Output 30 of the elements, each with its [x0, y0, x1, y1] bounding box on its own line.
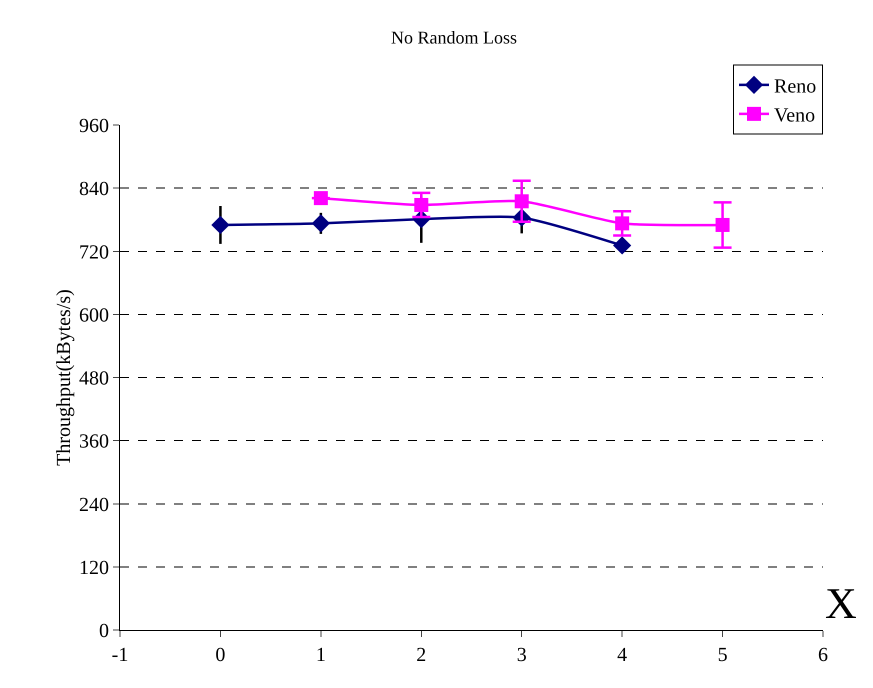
y-tick-label: 960 — [79, 115, 109, 137]
point — [211, 216, 230, 234]
y-tick-label: 720 — [79, 241, 109, 264]
y-tick-label: 600 — [79, 304, 109, 326]
point — [414, 198, 428, 212]
y-tick-label: 120 — [79, 556, 109, 579]
x-tick-label: 0 — [215, 644, 226, 666]
legend-label: Reno — [774, 76, 816, 98]
point — [314, 191, 328, 206]
x-tick-label: 3 — [516, 644, 527, 666]
y-tick-label: 480 — [79, 368, 109, 390]
x-tick-label: 1 — [316, 644, 326, 666]
legend-label: Veno — [774, 104, 816, 127]
y-axis-title: Throughput(kBytes/s) — [53, 289, 75, 466]
y-tick-label: 360 — [79, 430, 109, 453]
x-tick-label: 2 — [416, 644, 426, 666]
point — [514, 194, 529, 208]
point — [613, 236, 632, 255]
x-tick-label: 6 — [818, 644, 828, 666]
x-tick-label: 4 — [617, 644, 628, 666]
y-tick-label: 840 — [79, 178, 109, 200]
x-axis-title: X — [825, 579, 857, 628]
chart-title: No Random Loss — [390, 28, 517, 48]
y-tick-label: 240 — [79, 494, 109, 516]
x-tick-label: -1 — [112, 644, 128, 666]
y-tick-label: 0 — [99, 620, 109, 642]
point — [615, 216, 630, 230]
x-tick-label: 5 — [718, 644, 728, 666]
point — [312, 214, 330, 232]
point — [716, 218, 730, 232]
